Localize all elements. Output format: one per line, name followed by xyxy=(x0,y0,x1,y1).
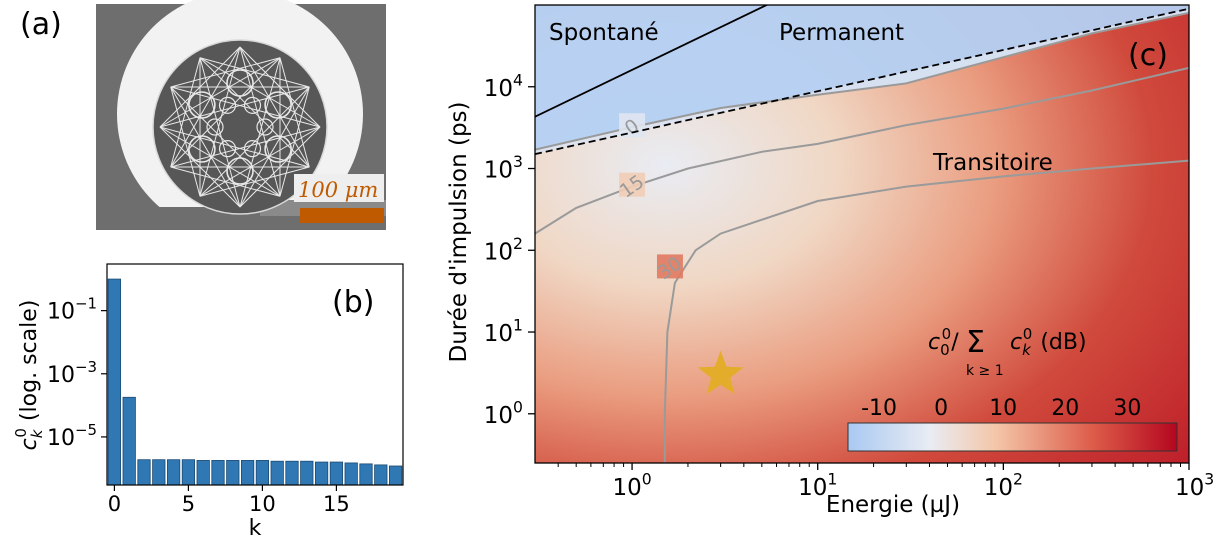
contour-label-bg xyxy=(619,172,646,197)
contour-label-bg xyxy=(656,254,683,279)
axes-frame-b xyxy=(106,263,404,486)
bar-k0 xyxy=(107,278,122,486)
bar-k14 xyxy=(314,461,329,486)
scalebar-label-bg xyxy=(294,174,384,202)
bar-k13 xyxy=(300,460,314,486)
x-tick-label-c: 102 xyxy=(984,470,1023,501)
boundary-lines-c xyxy=(535,5,1189,155)
colorbar-tick-label: 20 xyxy=(1051,396,1079,421)
colorbar-gradient xyxy=(847,422,1178,452)
colorbar-ticks: -10 0 10 20 30 xyxy=(861,396,1141,421)
x-tick-label-b: 15 xyxy=(323,492,350,516)
x-tick-label-c: 101 xyxy=(798,470,837,501)
panel-a: (a) 100 μm xyxy=(20,0,386,230)
boundary-line-dashed xyxy=(535,7,1189,155)
x-axis-label-c: Energie (µJ) xyxy=(826,492,960,518)
scalebar-label: 100 μm xyxy=(298,178,378,202)
y-tick-label-b: 10−5 xyxy=(47,421,97,451)
colorbar-tick-label: 10 xyxy=(989,396,1017,421)
fiber-microstructure xyxy=(152,39,328,215)
y-tick-label-c: 104 xyxy=(484,70,523,101)
x-tick-label-c: 103 xyxy=(1175,470,1214,501)
spontaneous-blue-region xyxy=(535,5,1189,150)
panel-b-label: (b) xyxy=(332,285,374,320)
x-tick-label-c: 100 xyxy=(612,470,651,501)
bar-k15 xyxy=(329,461,344,486)
contour-0 xyxy=(535,11,1189,151)
bar-k9 xyxy=(240,460,255,486)
contour-30 xyxy=(663,159,1189,463)
bar-k16 xyxy=(344,462,358,486)
x-axis-label-b: k xyxy=(249,516,262,541)
panel-b: 0 5 10 15 10−1 10−3 10−5 (b) k ck0 (log. scale… xyxy=(12,263,404,541)
svg-text:c00/: c00/ xyxy=(928,325,959,359)
bar-k12 xyxy=(285,460,299,486)
axes-b: 0 5 10 15 10−1 10−3 10−5 xyxy=(47,295,350,516)
bar-k19 xyxy=(388,465,403,486)
bar-k2 xyxy=(137,459,151,486)
y-tick-label-c: 103 xyxy=(484,152,523,183)
y-axis-label-c: Durée d'impulsion (ps) xyxy=(446,102,472,363)
svg-text:ck0 (log. scale): ck0 (log. scale) xyxy=(12,300,46,451)
region-label-transitoire: Transitoire xyxy=(932,150,1053,176)
colorbar-title: c00/ Σ k ≥ 1 ck0 (dB) xyxy=(928,325,1087,379)
boundary-line-solid xyxy=(535,5,769,118)
x-tick-label-b: 0 xyxy=(108,492,121,516)
fiber-lattice xyxy=(159,46,321,208)
y-tick-label-c: 100 xyxy=(484,397,523,428)
bar-k10 xyxy=(255,460,270,486)
panel-c-label: (c) xyxy=(1128,38,1168,73)
star-marker xyxy=(697,350,744,395)
bar-k4 xyxy=(166,459,181,486)
contour-15 xyxy=(535,66,1189,235)
bar-k17 xyxy=(359,463,373,486)
bar-k8 xyxy=(226,460,240,486)
bar-k3 xyxy=(152,459,166,486)
x-tick-label-b: 5 xyxy=(182,492,195,516)
axes-frame-c xyxy=(534,4,1190,464)
y-tick-label-b: 10−1 xyxy=(47,295,97,325)
region-label-spontane: Spontané xyxy=(549,20,659,46)
x-tick-label-b: 10 xyxy=(249,492,276,516)
panel-a-label: (a) xyxy=(20,7,62,42)
svg-text:k ≥ 1: k ≥ 1 xyxy=(966,363,1004,379)
scalebar xyxy=(300,208,384,223)
bar-k7 xyxy=(211,460,225,486)
bar-k11 xyxy=(270,460,284,486)
colorbar-tick-label: 30 xyxy=(1113,396,1141,421)
colorbar-tick-label: -10 xyxy=(861,396,897,421)
bar-k1 xyxy=(122,396,136,486)
region-label-permanent: Permanent xyxy=(779,20,904,46)
y-tick-label-b: 10−3 xyxy=(47,358,97,388)
bar-k18 xyxy=(374,464,388,486)
colorbar: c00/ Σ k ≥ 1 ck0 (dB) -10 0 10 20 30 xyxy=(847,325,1178,452)
y-axis-label-b: ck0 (log. scale) xyxy=(12,300,46,451)
colorbar-tick-label: 0 xyxy=(934,396,948,421)
bar-k6 xyxy=(196,460,210,486)
bar-k5 xyxy=(181,459,196,486)
svg-text:ck0(dB): ck0 (dB) xyxy=(1010,325,1087,359)
svg-text:Σ: Σ xyxy=(966,325,985,360)
y-tick-label-c: 101 xyxy=(484,316,523,347)
y-tick-label-c: 102 xyxy=(484,234,523,265)
